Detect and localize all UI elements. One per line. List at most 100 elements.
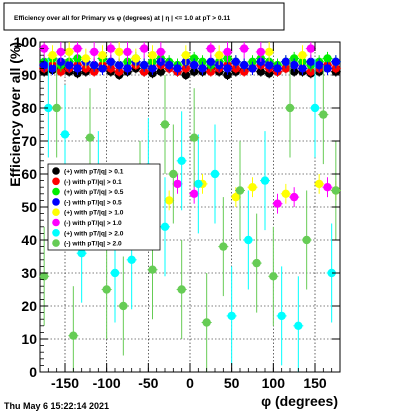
y-tick-label: 80 xyxy=(21,100,37,116)
data-point xyxy=(331,186,341,195)
data-point xyxy=(231,64,241,73)
data-point xyxy=(219,242,228,251)
data-point xyxy=(148,51,157,60)
data-point xyxy=(314,179,324,189)
data-point xyxy=(289,192,299,202)
data-point xyxy=(169,169,178,179)
data-point xyxy=(189,60,199,70)
data-point xyxy=(248,64,257,73)
data-point xyxy=(164,196,174,205)
legend-marker xyxy=(52,229,60,237)
data-point xyxy=(139,60,149,70)
data-point xyxy=(181,51,191,60)
data-point xyxy=(106,64,116,73)
legend-marker xyxy=(52,177,60,186)
y-tick-label: 10 xyxy=(21,331,37,347)
data-point xyxy=(310,103,320,113)
data-point xyxy=(156,67,166,76)
legend-marker xyxy=(52,198,60,206)
legend-marker xyxy=(52,187,60,196)
axes: 0 10 20 30 40 50 60 70 80 90 100 -150 -100 -50 0 50 100 1… xyxy=(14,34,341,391)
data-point xyxy=(202,318,211,327)
data-point xyxy=(235,186,245,195)
data-point xyxy=(48,51,57,60)
data-point xyxy=(323,64,332,73)
data-point xyxy=(256,67,266,76)
data-point xyxy=(98,64,107,73)
data-point xyxy=(323,183,332,192)
data-point xyxy=(231,192,241,202)
timestamp: Thu May 6 15:22:14 2021 xyxy=(4,401,109,411)
data-point xyxy=(285,103,295,113)
data-point xyxy=(160,120,170,129)
data-point xyxy=(69,331,78,340)
data-point xyxy=(194,179,203,189)
y-tick-label: 0 xyxy=(29,364,37,380)
legend: (+) with pT/|q| > 0.1 (-) with pT/|q| > 0… xyxy=(47,163,161,251)
legend-label: (-) with pT/|q| > 0.5 xyxy=(64,199,122,206)
data-point xyxy=(327,268,336,278)
data-point xyxy=(294,321,303,330)
data-point xyxy=(239,44,249,53)
data-point xyxy=(181,70,191,80)
x-tick-label: 50 xyxy=(224,375,240,391)
data-point xyxy=(64,47,74,57)
data-point xyxy=(319,110,328,119)
data-point xyxy=(73,44,82,53)
data-point xyxy=(239,60,249,70)
data-point xyxy=(39,60,49,70)
data-point xyxy=(123,64,132,73)
data-point xyxy=(256,47,266,57)
data-point xyxy=(223,47,232,57)
legend-marker xyxy=(52,167,60,175)
data-point xyxy=(160,222,170,231)
data-point xyxy=(302,235,311,245)
data-point xyxy=(198,64,207,73)
legend-label: (-) with pT/|q| > 1.0 xyxy=(64,220,122,227)
series-7 xyxy=(39,58,341,372)
data-point xyxy=(298,64,307,73)
legend-label: (-) with pT/|q| > 0.1 xyxy=(64,179,122,186)
data-point xyxy=(131,54,141,63)
data-point xyxy=(89,60,99,70)
data-point xyxy=(277,311,286,321)
data-point xyxy=(106,57,116,66)
y-tick-label: 60 xyxy=(21,166,37,182)
y-tick-label: 50 xyxy=(21,199,37,215)
y-tick-label: 100 xyxy=(14,34,38,50)
data-point xyxy=(106,44,116,53)
x-tick-label: -50 xyxy=(138,375,158,391)
legend-label: (-) with pT/|q| > 2.0 xyxy=(64,241,122,248)
data-point xyxy=(314,60,324,70)
x-tick-label: 150 xyxy=(303,375,327,391)
data-point xyxy=(164,60,174,70)
data-point xyxy=(264,47,274,57)
data-point xyxy=(48,64,57,73)
data-point xyxy=(281,189,291,198)
data-point xyxy=(181,64,191,73)
y-tick-label: 20 xyxy=(21,298,37,314)
data-point xyxy=(210,169,220,179)
data-point xyxy=(231,57,241,66)
data-point xyxy=(102,285,111,294)
data-point xyxy=(127,255,136,264)
data-point xyxy=(177,285,186,294)
data-point xyxy=(148,64,157,73)
data-point xyxy=(148,265,157,274)
legend-label: (+) with pT/|q| > 2.0 xyxy=(64,230,124,237)
legend-box xyxy=(47,163,161,251)
data-point xyxy=(252,258,261,268)
data-point xyxy=(214,51,224,60)
data-point xyxy=(206,57,216,66)
data-point xyxy=(189,133,199,142)
data-point xyxy=(227,311,236,321)
data-point xyxy=(119,301,128,311)
data-point xyxy=(39,44,49,53)
x-tick-label: 0 xyxy=(186,375,194,391)
data-point xyxy=(56,47,66,57)
data-point xyxy=(264,60,274,70)
data-point xyxy=(114,47,124,57)
data-point xyxy=(260,176,270,185)
data-point xyxy=(44,103,53,113)
x-axis-label: φ (degrees) xyxy=(261,393,338,409)
